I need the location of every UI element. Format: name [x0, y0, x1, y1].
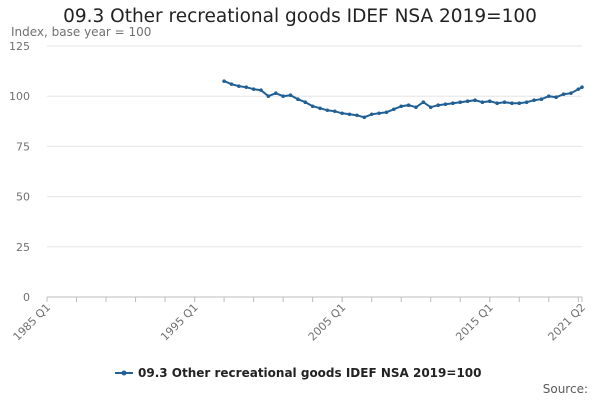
data-point[interactable]	[576, 87, 581, 91]
x-tick-label: 2015 Q1	[453, 301, 496, 344]
data-point[interactable]	[458, 100, 463, 105]
data-point[interactable]	[406, 103, 411, 108]
data-point[interactable]	[569, 91, 573, 95]
data-point[interactable]	[524, 100, 529, 105]
data-point[interactable]	[377, 111, 381, 116]
data-point[interactable]	[554, 95, 558, 100]
y-tick-label: 50	[16, 191, 30, 204]
data-point[interactable]	[399, 104, 404, 109]
data-point[interactable]	[443, 102, 448, 107]
chart-title: 09.3 Other recreational goods IDEF NSA 2…	[63, 6, 537, 27]
legend[interactable]: 09.3 Other recreational goods IDEF NSA 2…	[115, 366, 482, 380]
data-point[interactable]	[465, 99, 470, 104]
y-tick-label: 0	[23, 291, 30, 304]
data-point[interactable]	[502, 100, 507, 105]
data-point[interactable]	[332, 109, 337, 114]
data-point[interactable]	[392, 107, 396, 112]
data-point[interactable]	[244, 85, 249, 89]
x-tick-label: 1995 Q1	[158, 301, 201, 344]
data-point[interactable]	[510, 101, 514, 106]
x-axis: 1985 Q1 1995 Q1 2005 Q1 2015 Q1 2021 Q2	[11, 297, 589, 344]
legend-label: 09.3 Other recreational goods IDEF NSA 2…	[138, 366, 482, 380]
data-point[interactable]	[362, 115, 367, 120]
data-point[interactable]	[561, 92, 566, 96]
data-point[interactable]	[451, 101, 455, 106]
data-point[interactable]	[436, 103, 440, 108]
data-point[interactable]	[310, 104, 315, 109]
data-point[interactable]	[428, 105, 433, 110]
y-tick-label: 100	[9, 90, 30, 103]
x-tick-label: 2005 Q1	[306, 301, 349, 344]
data-point[interactable]	[303, 100, 308, 105]
data-point[interactable]	[580, 85, 584, 89]
x-tick-label: 2021 Q2	[546, 301, 589, 344]
data-point[interactable]	[347, 112, 352, 117]
data-point[interactable]	[251, 87, 256, 91]
y-tick-label: 25	[16, 241, 30, 254]
data-point[interactable]	[487, 99, 492, 104]
y-axis-ticks: 0 25 50 75 100 125	[9, 40, 30, 304]
x-tick-label: 1985 Q1	[11, 301, 54, 344]
source-label: Source:	[542, 382, 588, 396]
data-point[interactable]	[229, 82, 234, 86]
data-point[interactable]	[273, 91, 278, 95]
series-polyline	[223, 80, 583, 119]
data-point[interactable]	[281, 94, 285, 98]
data-point[interactable]	[325, 108, 330, 113]
gridlines	[47, 45, 582, 298]
data-point[interactable]	[266, 94, 271, 98]
data-point[interactable]	[421, 100, 426, 105]
data-point[interactable]	[259, 88, 263, 92]
y-tick-label: 75	[16, 140, 30, 153]
data-point[interactable]	[539, 97, 544, 102]
data-point[interactable]	[414, 105, 418, 110]
data-point[interactable]	[288, 93, 293, 97]
data-point[interactable]	[318, 106, 322, 111]
series-line	[222, 79, 584, 120]
data-point[interactable]	[473, 98, 477, 103]
data-point[interactable]	[296, 97, 300, 102]
data-point[interactable]	[355, 113, 359, 118]
data-point[interactable]	[546, 94, 551, 98]
data-point[interactable]	[384, 110, 389, 115]
data-point[interactable]	[480, 100, 485, 105]
data-point[interactable]	[222, 79, 226, 83]
y-tick-label: 125	[9, 40, 30, 53]
data-point[interactable]	[495, 101, 499, 106]
data-point[interactable]	[237, 84, 241, 88]
data-point[interactable]	[532, 98, 536, 103]
data-point[interactable]	[517, 101, 522, 106]
y-axis-label: Index, base year = 100	[11, 25, 152, 39]
legend-marker	[121, 370, 127, 376]
data-point[interactable]	[369, 112, 374, 117]
data-point[interactable]	[340, 111, 344, 116]
